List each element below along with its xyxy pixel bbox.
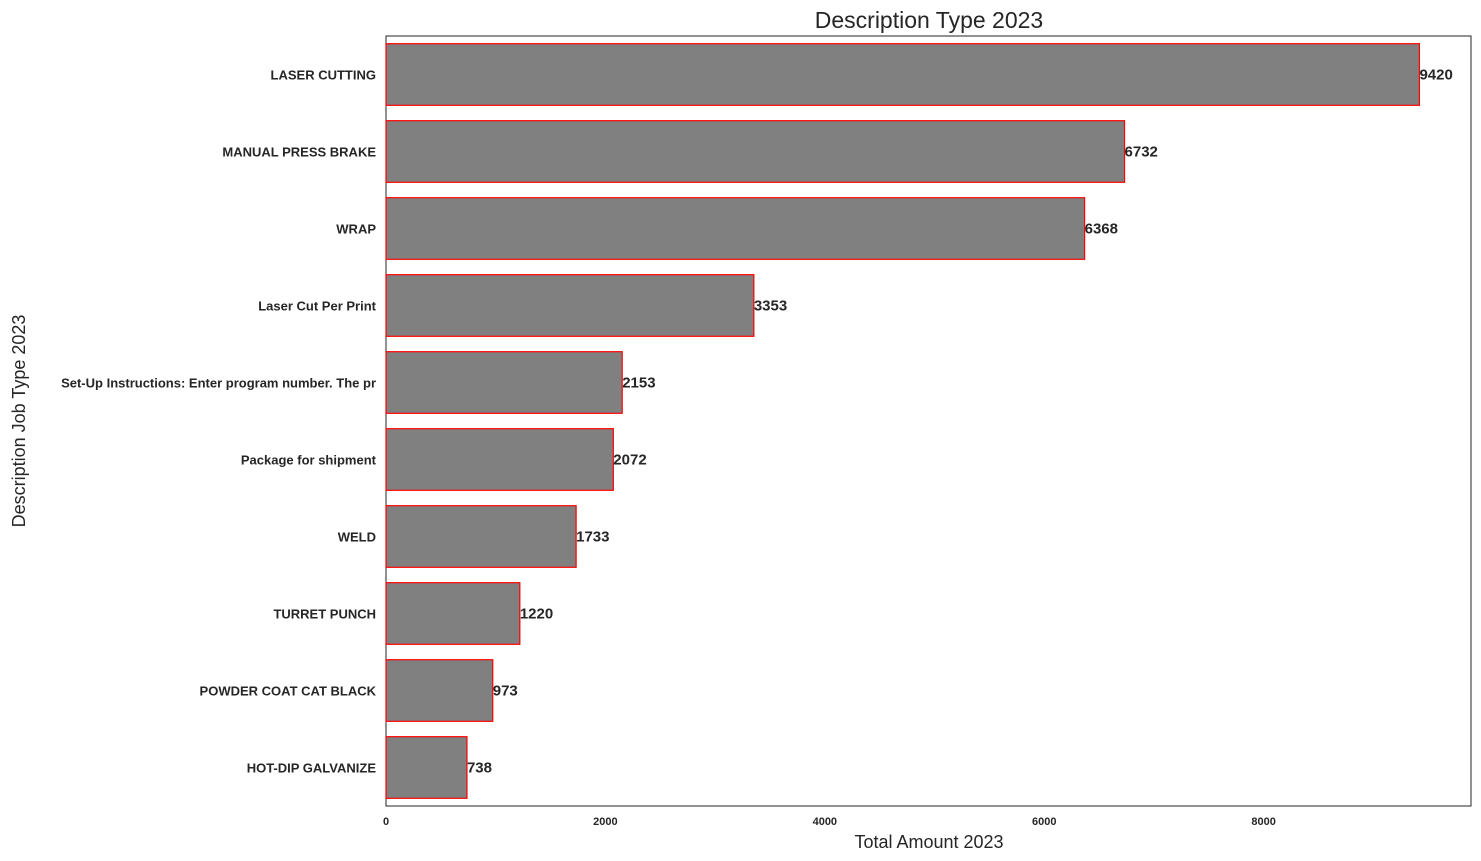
category-labels: LASER CUTTING MANUAL PRESS BRAKE WRAP Laser…	[61, 68, 377, 776]
category-label: LASER CUTTING	[271, 68, 376, 83]
category-label: HOT-DIP GALVANIZE	[247, 761, 377, 776]
bar	[385, 736, 468, 799]
data-label: 738	[467, 760, 492, 777]
x-axis-ticks: 0 2000 4000 6000 8000	[383, 816, 1276, 828]
category-label: Package for shipment	[241, 453, 377, 468]
category-label: MANUAL PRESS BRAKE	[222, 145, 376, 160]
value-labels: 9420 6732 6368 3353 2153 2072 1733 1220 973 738	[467, 67, 1453, 777]
data-label: 3353	[754, 298, 787, 315]
category-label: POWDER COAT CAT BLACK	[200, 684, 377, 699]
x-tick-label: 6000	[1032, 816, 1056, 828]
x-tick-label: 0	[383, 816, 389, 828]
data-label: 2072	[613, 452, 646, 469]
x-tick-label: 2000	[593, 816, 617, 828]
category-label: Set-Up Instructions: Enter program numbe…	[61, 376, 376, 391]
bar	[385, 351, 623, 414]
data-label: 973	[493, 683, 518, 700]
plot-area-frame	[385, 35, 1472, 807]
data-label: 1733	[576, 529, 609, 546]
bar	[385, 43, 1421, 106]
bars-layer	[385, 43, 1421, 799]
bar	[385, 659, 494, 722]
bar	[385, 274, 755, 337]
data-label: 6368	[1085, 221, 1118, 238]
category-label: WELD	[338, 530, 376, 545]
bar	[385, 505, 577, 568]
x-axis-label: Total Amount 2023	[854, 832, 1003, 852]
data-label: 2153	[622, 375, 655, 392]
chart-title: Description Type 2023	[815, 7, 1043, 33]
bar	[385, 120, 1126, 183]
data-label: 1220	[520, 606, 553, 623]
category-label: TURRET PUNCH	[273, 607, 376, 622]
x-tick-label: 8000	[1251, 816, 1275, 828]
bar	[385, 197, 1086, 260]
y-axis-label: Description Job Type 2023	[9, 315, 29, 528]
category-label: Laser Cut Per Print	[258, 299, 376, 314]
x-tick-label: 4000	[813, 816, 837, 828]
bar	[385, 582, 521, 645]
data-label: 9420	[1419, 67, 1452, 84]
data-label: 6732	[1125, 144, 1158, 161]
category-label: WRAP	[336, 222, 376, 237]
bar	[385, 428, 614, 491]
